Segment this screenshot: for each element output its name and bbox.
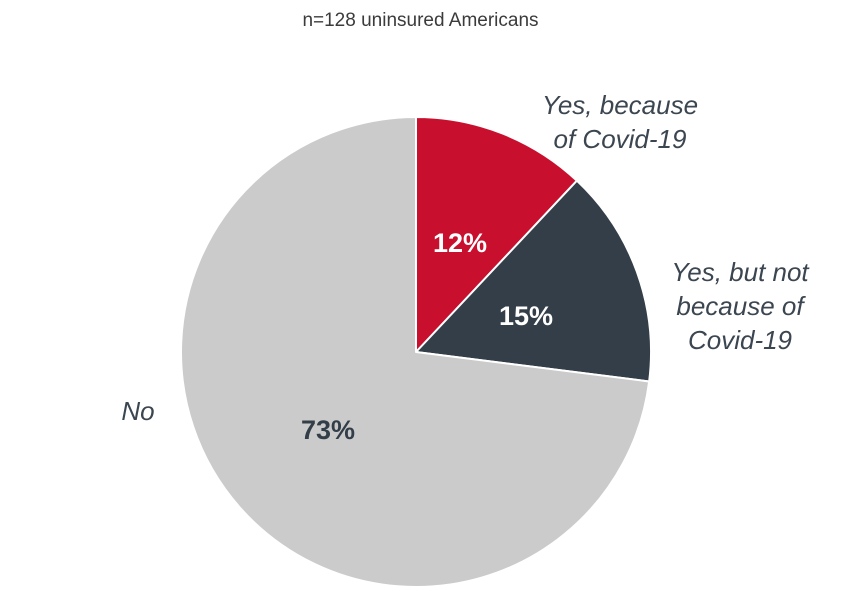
pie-slice-yes-but-not-because-of-covid-19	[415, 179, 652, 383]
slice-value-label-no: 73%	[301, 415, 355, 445]
slice-value-label-yes-but-not-because-of-covid-19: 15%	[499, 301, 553, 331]
slice-category-label-yes-because-of-covid-19: Yes, because of Covid-19	[542, 90, 698, 154]
slice-category-label-no: No	[121, 396, 154, 426]
slice-category-label-yes-but-not-because-of-covid-19: Yes, but not because of Covid-19	[671, 257, 810, 355]
pie-slice-yes-because-of-covid-19	[415, 116, 578, 353]
slice-value-label-yes-because-of-covid-19: 12%	[433, 228, 487, 258]
pie-slice-no	[180, 116, 651, 588]
chart-subtitle: n=128 uninsured Americans	[302, 10, 539, 31]
